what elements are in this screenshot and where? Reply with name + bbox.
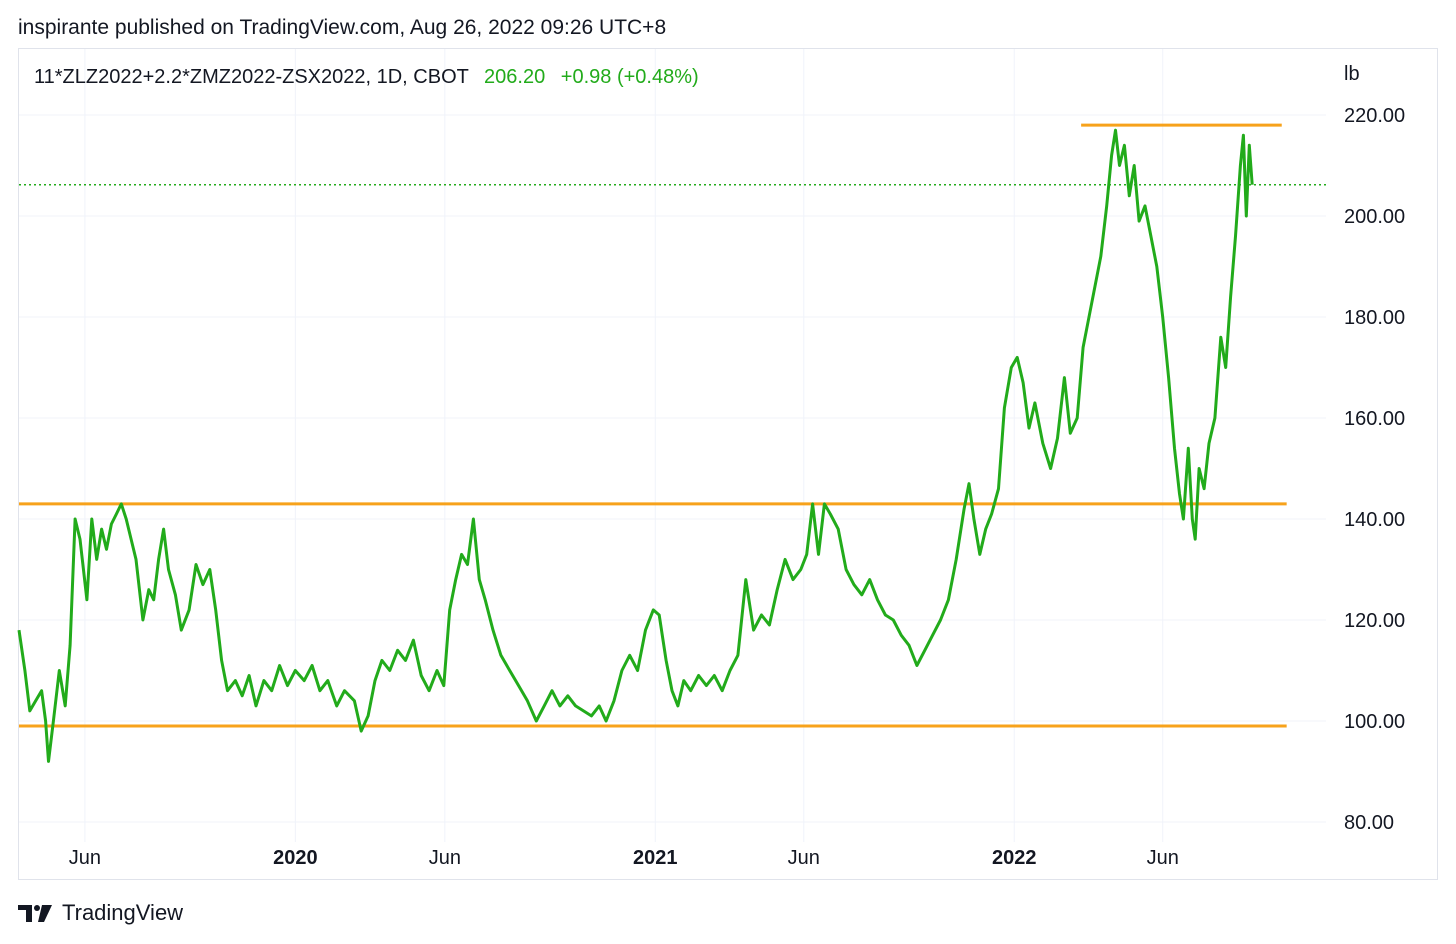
chart-frame bbox=[18, 48, 1438, 880]
tradingview-logo-icon bbox=[18, 905, 52, 922]
x-tick-label: 2022 bbox=[992, 847, 1037, 869]
y-axis: lb 220.00 200.00 180.00 160.00 140.00 120.00 1… bbox=[1344, 63, 1405, 834]
footer: TradingView bbox=[18, 900, 183, 926]
legend-last-price: 206.20 bbox=[484, 66, 546, 88]
y-axis-unit-label: lb bbox=[1344, 63, 1360, 85]
horizontal-lines bbox=[19, 123, 1287, 728]
y-tick-label: 120.00 bbox=[1344, 610, 1405, 632]
x-tick-label: Jun bbox=[1147, 847, 1179, 869]
x-tick-label: 2020 bbox=[273, 847, 318, 869]
y-tick-label: 200.00 bbox=[1344, 206, 1405, 228]
footer-brand[interactable]: TradingView bbox=[62, 900, 184, 925]
chart-legend: 11*ZLZ2022+2.2*ZMZ2022-ZSX2022, 1D, CBOT… bbox=[34, 66, 699, 89]
legend-change: +0.98 (+0.48%) bbox=[560, 66, 699, 88]
x-tick-label: 2021 bbox=[633, 847, 678, 869]
series-line bbox=[17, 128, 1254, 763]
y-tick-label: 140.00 bbox=[1344, 509, 1405, 531]
publisher-caption: inspirante published on TradingView.com,… bbox=[18, 16, 667, 39]
x-tick-label: Jun bbox=[429, 847, 461, 869]
x-tick-label: Jun bbox=[788, 847, 820, 869]
y-tick-label: 80.00 bbox=[1344, 812, 1394, 834]
y-tick-label: 100.00 bbox=[1344, 711, 1405, 733]
y-tick-label: 220.00 bbox=[1344, 105, 1405, 127]
legend-symbol: 11*ZLZ2022+2.2*ZMZ2022-ZSX2022, 1D, CBOT bbox=[34, 66, 469, 88]
grid bbox=[19, 49, 1326, 842]
series-layer bbox=[17, 128, 1326, 763]
x-axis: Jun 2020 Jun 2021 Jun 2022 Jun bbox=[69, 847, 1179, 869]
x-tick-label: Jun bbox=[69, 847, 101, 869]
y-tick-label: 180.00 bbox=[1344, 307, 1405, 329]
y-tick-label: 160.00 bbox=[1344, 408, 1405, 430]
